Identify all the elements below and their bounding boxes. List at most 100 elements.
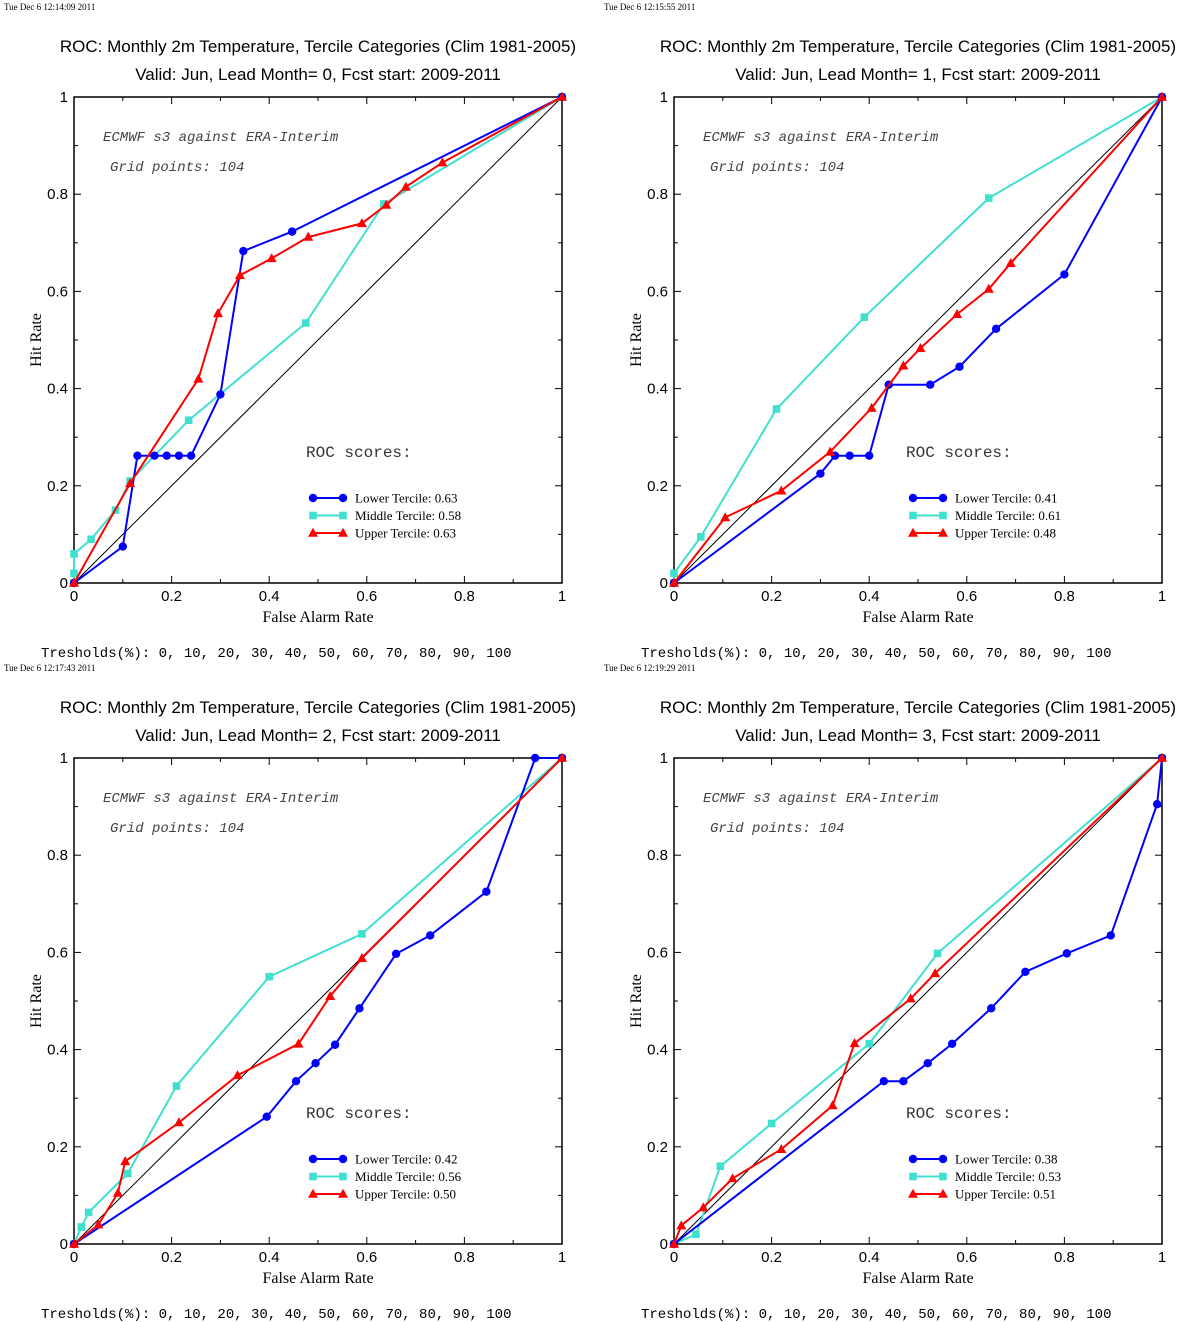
legend-marker <box>308 1154 318 1164</box>
x-tick-label: 1 <box>1158 1249 1166 1266</box>
data-point <box>698 1202 709 1212</box>
legend-marker <box>908 527 918 537</box>
legend-marker <box>938 493 948 503</box>
legend-label: Lower Tercile: 0.42 <box>355 1152 457 1167</box>
legend-marker <box>338 493 348 503</box>
legend-marker <box>938 1188 948 1198</box>
data-point <box>311 1059 320 1068</box>
data-point <box>265 972 273 981</box>
data-point <box>915 343 926 353</box>
roc-panel-lead-1: Tue Dec 6 12:15:55 2011 ROC: Monthly 2m T… <box>600 0 1200 661</box>
data-point <box>291 1076 301 1086</box>
data-point <box>330 1040 340 1049</box>
legend-label: Upper Tercile: 0.48 <box>955 526 1056 541</box>
chart-title: ROC: Monthly 2m Temperature, Tercile Cat… <box>60 37 576 56</box>
chart-title: ROC: Monthly 2m Temperature, Tercile Cat… <box>660 698 1176 717</box>
legend-label: Lower Tercile: 0.63 <box>355 491 457 506</box>
data-point <box>426 931 435 940</box>
roc-chart: Tue Dec 6 12:15:55 2011 ROC: Monthly 2m T… <box>604 2 1176 661</box>
x-tick-label: 0 <box>670 588 678 605</box>
thresholds-text: Tresholds(%): 0, 10, 20, 30, 40, 50, 60,… <box>641 1307 1111 1322</box>
annotation-model: ECMWF s3 against ERA-Interim <box>703 791 939 807</box>
annotation-model: ECMWF s3 against ERA-Interim <box>103 130 339 146</box>
legend-marker <box>308 493 318 503</box>
y-tick-label: 0.8 <box>47 186 68 203</box>
legend-label: Middle Tercile: 0.56 <box>355 1169 462 1184</box>
series-upper-tercile <box>69 91 567 587</box>
data-point <box>173 1117 184 1127</box>
legend-marker <box>908 1154 918 1164</box>
data-point <box>287 227 297 236</box>
no-skill-diagonal <box>673 757 1163 1245</box>
data-point <box>356 953 367 963</box>
legend-entry-lower: Lower Tercile: 0.42 <box>308 1152 457 1167</box>
series-line <box>673 757 1163 1245</box>
data-point <box>557 91 567 101</box>
data-point <box>1060 270 1069 279</box>
no-skill-diagonal <box>73 96 563 584</box>
data-point <box>984 194 993 202</box>
data-point <box>356 218 367 228</box>
legend-entry-upper: Upper Tercile: 0.48 <box>908 526 1056 541</box>
y-axis-label: Hit Rate <box>628 974 645 1028</box>
x-tick-label: 0.2 <box>161 1249 182 1266</box>
x-tick-label: 0.8 <box>1054 1249 1075 1266</box>
data-point <box>234 270 245 280</box>
data-point <box>93 1219 104 1229</box>
data-point <box>232 1070 243 1080</box>
x-tick-label: 0.6 <box>956 588 977 605</box>
legend-label: Lower Tercile: 0.41 <box>955 491 1057 506</box>
y-tick-label: 1 <box>660 89 668 106</box>
chart-subtitle: Valid: Jun, Lead Month= 2, Fcst start: 2… <box>135 726 501 745</box>
legend-marker <box>938 1154 948 1164</box>
data-point <box>955 362 964 371</box>
y-tick-label: 1 <box>60 89 68 106</box>
data-point <box>400 181 411 191</box>
data-point <box>216 390 225 399</box>
data-point <box>212 308 223 318</box>
legend-entry-middle: Middle Tercile: 0.53 <box>909 1169 1061 1184</box>
data-point <box>355 1004 364 1013</box>
legend-label: Middle Tercile: 0.58 <box>355 508 461 523</box>
data-point <box>174 451 184 460</box>
data-point <box>1157 91 1167 101</box>
y-tick-label: 0.6 <box>647 283 668 300</box>
data-point <box>1152 799 1162 809</box>
data-point <box>325 990 336 1000</box>
legend-entry-lower: Lower Tercile: 0.38 <box>908 1152 1057 1167</box>
data-point <box>772 405 781 413</box>
roc-chart: Tue Dec 6 12:17:43 2011 ROC: Monthly 2m T… <box>4 663 576 1322</box>
data-point <box>930 968 941 978</box>
x-axis-label: False Alarm Rate <box>862 609 973 626</box>
data-point <box>926 380 935 389</box>
y-tick-label: 0.4 <box>647 1042 668 1059</box>
series-upper-tercile <box>69 752 567 1248</box>
x-tick-label: 0.8 <box>454 1249 475 1266</box>
y-axis-label: Hit Rate <box>28 974 45 1028</box>
legend-marker <box>338 1188 348 1198</box>
x-tick-label: 0.6 <box>956 1249 977 1266</box>
x-tick-label: 0.4 <box>859 1249 880 1266</box>
chart-subtitle: Valid: Jun, Lead Month= 0, Fcst start: 2… <box>135 65 501 84</box>
data-point <box>150 451 159 460</box>
y-tick-label: 0.4 <box>47 1042 68 1059</box>
chart-subtitle: Valid: Jun, Lead Month= 3, Fcst start: 2… <box>735 726 1101 745</box>
series-upper-tercile <box>669 752 1167 1248</box>
data-point <box>70 569 78 578</box>
x-tick-label: 1 <box>1158 588 1166 605</box>
data-point <box>947 1039 957 1048</box>
legend-marker <box>909 511 917 520</box>
legend-marker <box>308 527 318 537</box>
x-axis-label: False Alarm Rate <box>262 1270 373 1287</box>
data-point <box>865 1039 873 1048</box>
timestamp: Tue Dec 6 12:17:43 2011 <box>4 663 95 673</box>
annotation-grid-points: Grid points: 104 <box>710 821 844 837</box>
data-point <box>716 1162 725 1171</box>
roc-panel-lead-0: Tue Dec 6 12:14:09 2011 ROC: Monthly 2m T… <box>0 0 600 661</box>
y-tick-label: 0.6 <box>47 283 68 300</box>
data-point <box>530 753 540 763</box>
data-point <box>293 1038 304 1048</box>
legend-label: Middle Tercile: 0.53 <box>955 1169 1061 1184</box>
y-tick-label: 0 <box>60 575 68 592</box>
legend-marker <box>908 1188 918 1198</box>
